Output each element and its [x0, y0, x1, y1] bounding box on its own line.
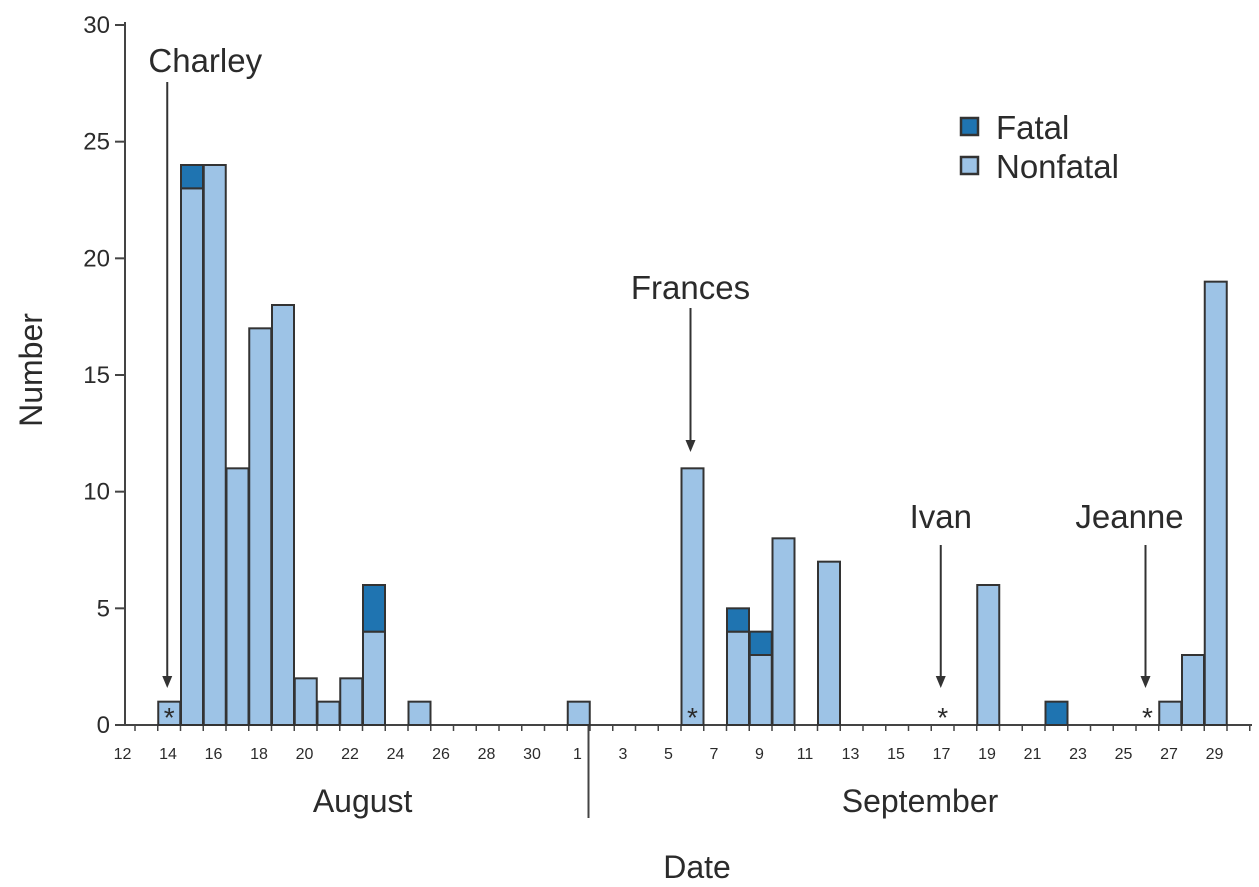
landfall-star: * — [937, 702, 948, 733]
bar-nonfatal — [726, 630, 750, 727]
month-label: September — [842, 783, 999, 819]
legend-label-nonfatal: Nonfatal — [996, 148, 1119, 185]
x-tick-label: 3 — [619, 746, 628, 763]
x-tick-label: 19 — [978, 746, 996, 763]
bar-nonfatal — [566, 700, 591, 727]
bar-nonfatal — [1158, 700, 1183, 727]
x-tick-label: 5 — [664, 746, 673, 763]
bar-nonfatal — [362, 630, 386, 727]
x-axis-label: Date — [663, 849, 731, 885]
y-tick-label: 5 — [97, 595, 110, 622]
bar-nonfatal — [293, 677, 318, 726]
y-tick-label: 20 — [83, 245, 110, 272]
x-tick-label: 17 — [933, 746, 951, 763]
bar-nonfatal — [1181, 654, 1205, 726]
x-tick-label: 12 — [114, 746, 132, 763]
bar-nonfatal — [1203, 280, 1228, 726]
x-tick-label: 20 — [296, 746, 314, 763]
bar-nonfatal — [976, 584, 1001, 726]
x-tick-label: 11 — [797, 746, 814, 763]
hurricane-label: Jeanne — [1075, 498, 1183, 535]
hurricane-label: Charley — [148, 42, 262, 79]
x-tick-label: 14 — [159, 746, 177, 763]
bar-nonfatal — [225, 467, 250, 726]
landfall-star: * — [1142, 702, 1153, 733]
bar-nonfatal — [339, 677, 364, 726]
y-tick-label: 15 — [83, 362, 110, 389]
arrow-head — [935, 676, 946, 688]
bar-fatal — [748, 630, 773, 657]
x-tick-label: 23 — [1069, 746, 1087, 763]
bar-fatal — [1044, 700, 1069, 727]
bar-nonfatal — [407, 700, 432, 727]
landfall-star: * — [164, 702, 175, 733]
x-tick-label: 25 — [1115, 746, 1133, 763]
x-tick-label: 13 — [842, 746, 860, 763]
bar-fatal — [726, 607, 750, 633]
bar-fatal — [362, 584, 386, 633]
bar-nonfatal — [817, 560, 841, 727]
hurricane-label: Frances — [631, 269, 750, 306]
landfall-star: * — [687, 702, 698, 733]
y-tick-label: 0 — [97, 712, 110, 739]
y-tick-label: 10 — [83, 479, 110, 506]
arrow-head — [685, 440, 696, 452]
legend-swatch-nonfatal — [959, 155, 980, 176]
x-tick-label: 7 — [710, 746, 719, 763]
bar-nonfatal — [771, 537, 796, 726]
x-tick-label: 16 — [205, 746, 223, 763]
x-tick-label: 29 — [1206, 746, 1224, 763]
bar-nonfatal — [180, 187, 204, 727]
y-tick-label: 25 — [83, 129, 110, 156]
arrow-head — [162, 676, 173, 688]
y-tick-label: 30 — [83, 12, 110, 39]
x-tick-label: 26 — [432, 746, 450, 763]
x-tick-label: 27 — [1160, 746, 1178, 763]
hurricane-label: Ivan — [910, 498, 972, 535]
bar-nonfatal — [748, 654, 773, 726]
arrow-head — [1140, 676, 1151, 688]
bar-nonfatal — [248, 327, 273, 726]
legend-swatch-fatal — [959, 116, 980, 137]
bar-nonfatal — [680, 467, 705, 726]
bar-nonfatal — [316, 700, 341, 727]
legend-label-fatal: Fatal — [996, 109, 1069, 146]
x-tick-label: 9 — [755, 746, 764, 763]
x-tick-label: 30 — [523, 746, 541, 763]
x-tick-label: 21 — [1024, 746, 1042, 763]
x-tick-label: 18 — [250, 746, 268, 763]
x-tick-label: 1 — [573, 746, 582, 763]
month-label: August — [313, 783, 413, 819]
bar-fatal — [180, 164, 204, 190]
x-tick-label: 28 — [478, 746, 496, 763]
y-axis-label: Number — [13, 313, 49, 427]
bar-nonfatal — [202, 164, 227, 726]
x-tick-label: 15 — [887, 746, 905, 763]
x-tick-label: 24 — [387, 746, 405, 763]
bar-nonfatal — [271, 304, 295, 726]
x-tick-label: 22 — [341, 746, 359, 763]
